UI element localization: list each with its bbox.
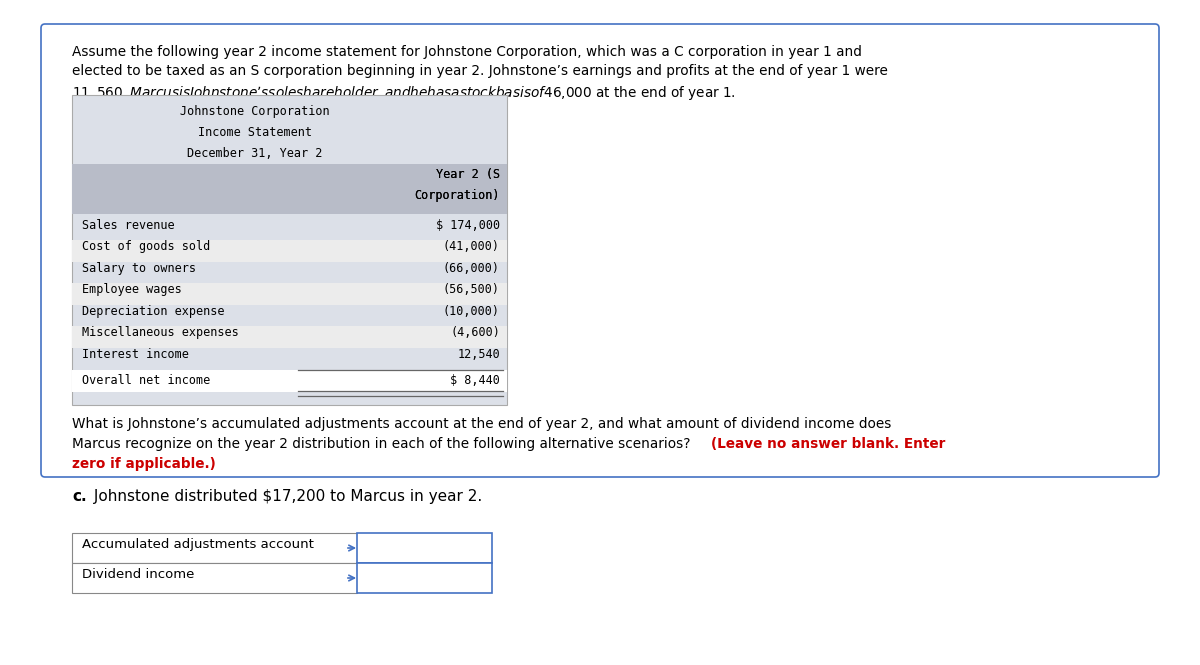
Text: Sales revenue: Sales revenue [82, 219, 175, 232]
Text: $ 174,000: $ 174,000 [436, 219, 500, 232]
Bar [358, 533, 492, 563]
Text: Year 2 (S: Year 2 (S [436, 168, 500, 181]
Bar [72, 327, 506, 348]
Bar [72, 241, 506, 262]
Text: Assume the following year 2 income statement for Johnstone Corporation, which wa: Assume the following year 2 income state… [72, 45, 862, 59]
Text: 12,540: 12,540 [457, 348, 500, 361]
Text: Interest income: Interest income [82, 348, 188, 361]
Bar [358, 563, 492, 593]
Text: Cost of goods sold: Cost of goods sold [82, 241, 210, 253]
FancyBboxPatch shape [41, 24, 1159, 477]
Text: Corporation): Corporation) [414, 189, 500, 202]
Bar [72, 283, 506, 305]
Text: Salary to owners: Salary to owners [82, 262, 196, 275]
Text: December 31, Year 2: December 31, Year 2 [187, 147, 323, 160]
Text: (Leave no answer blank. Enter: (Leave no answer blank. Enter [712, 437, 946, 451]
Bar [72, 164, 506, 214]
Bar [72, 563, 358, 593]
Text: (56,500): (56,500) [443, 283, 500, 297]
Text: (66,000): (66,000) [443, 262, 500, 275]
Text: $11,560. Marcus is Johnstone’s sole shareholder, and he has a stock basis of $46: $11,560. Marcus is Johnstone’s sole shar… [72, 84, 736, 102]
Text: Corporation): Corporation) [414, 189, 500, 202]
Text: Miscellaneous expenses: Miscellaneous expenses [82, 327, 239, 340]
Bar [72, 370, 506, 392]
Text: zero if applicable.): zero if applicable.) [72, 457, 216, 471]
Text: (4,600): (4,600) [450, 327, 500, 340]
Text: Johnstone distributed $17,200 to Marcus in year 2.: Johnstone distributed $17,200 to Marcus … [89, 489, 482, 504]
Text: $ 8,440: $ 8,440 [450, 374, 500, 388]
Text: c.: c. [72, 489, 86, 504]
Text: Overall net income: Overall net income [82, 374, 210, 388]
Bar [72, 533, 358, 563]
Text: (10,000): (10,000) [443, 305, 500, 318]
Text: (41,000): (41,000) [443, 241, 500, 253]
Text: What is Johnstone’s accumulated adjustments account at the end of year 2, and wh: What is Johnstone’s accumulated adjustme… [72, 417, 892, 431]
Text: Accumulated adjustments account: Accumulated adjustments account [82, 538, 314, 551]
Text: elected to be taxed as an S corporation beginning in year 2. Johnstone’s earning: elected to be taxed as an S corporation … [72, 65, 888, 78]
Text: Johnstone Corporation: Johnstone Corporation [180, 105, 330, 118]
Text: Dividend income: Dividend income [82, 568, 194, 581]
Text: Employee wages: Employee wages [82, 283, 181, 297]
Bar [72, 95, 506, 405]
Text: Depreciation expense: Depreciation expense [82, 305, 224, 318]
Text: Year 2 (S: Year 2 (S [436, 168, 500, 181]
Text: Income Statement: Income Statement [198, 126, 312, 139]
Text: Marcus recognize on the year 2 distribution in each of the following alternative: Marcus recognize on the year 2 distribut… [72, 437, 695, 451]
